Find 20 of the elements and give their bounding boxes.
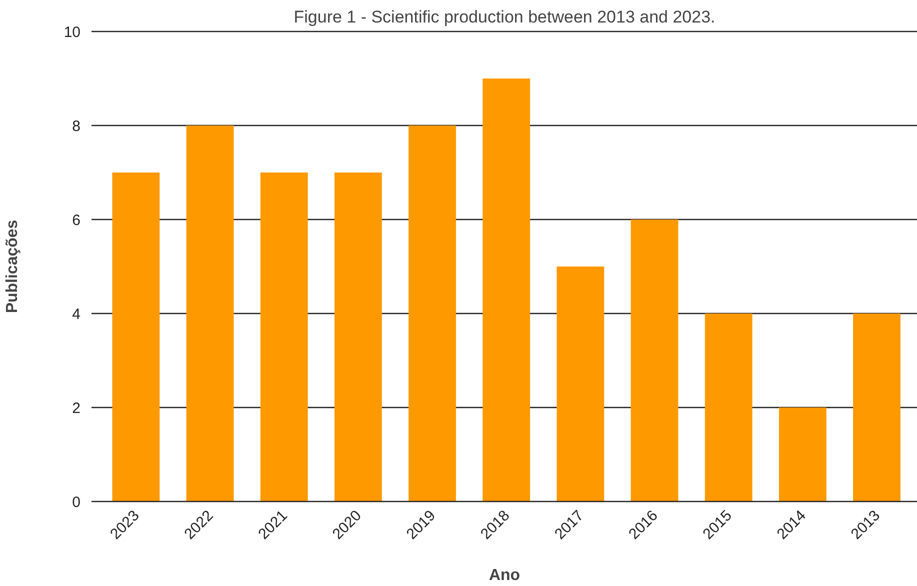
bar bbox=[482, 78, 530, 502]
bar bbox=[186, 126, 234, 502]
y-tick-label: 0 bbox=[72, 494, 80, 511]
bar bbox=[408, 126, 456, 502]
bar bbox=[260, 172, 308, 502]
bar bbox=[556, 266, 604, 502]
y-tick-label: 8 bbox=[72, 118, 80, 135]
bar bbox=[778, 408, 826, 502]
y-tick-label: 2 bbox=[72, 400, 80, 417]
chart-title: Figure 1 - Scientific production between 2013 and 2023. bbox=[294, 8, 716, 26]
y-tick-label: 10 bbox=[64, 24, 81, 41]
x-axis-title: Ano bbox=[488, 566, 520, 584]
bar bbox=[853, 314, 900, 502]
y-axis-title: Publicações bbox=[4, 220, 21, 314]
y-tick-label: 6 bbox=[72, 212, 80, 229]
bar bbox=[630, 220, 678, 502]
bar bbox=[704, 314, 752, 502]
bar bbox=[334, 172, 382, 502]
y-tick-label: 4 bbox=[72, 306, 80, 323]
bar bbox=[112, 172, 160, 502]
